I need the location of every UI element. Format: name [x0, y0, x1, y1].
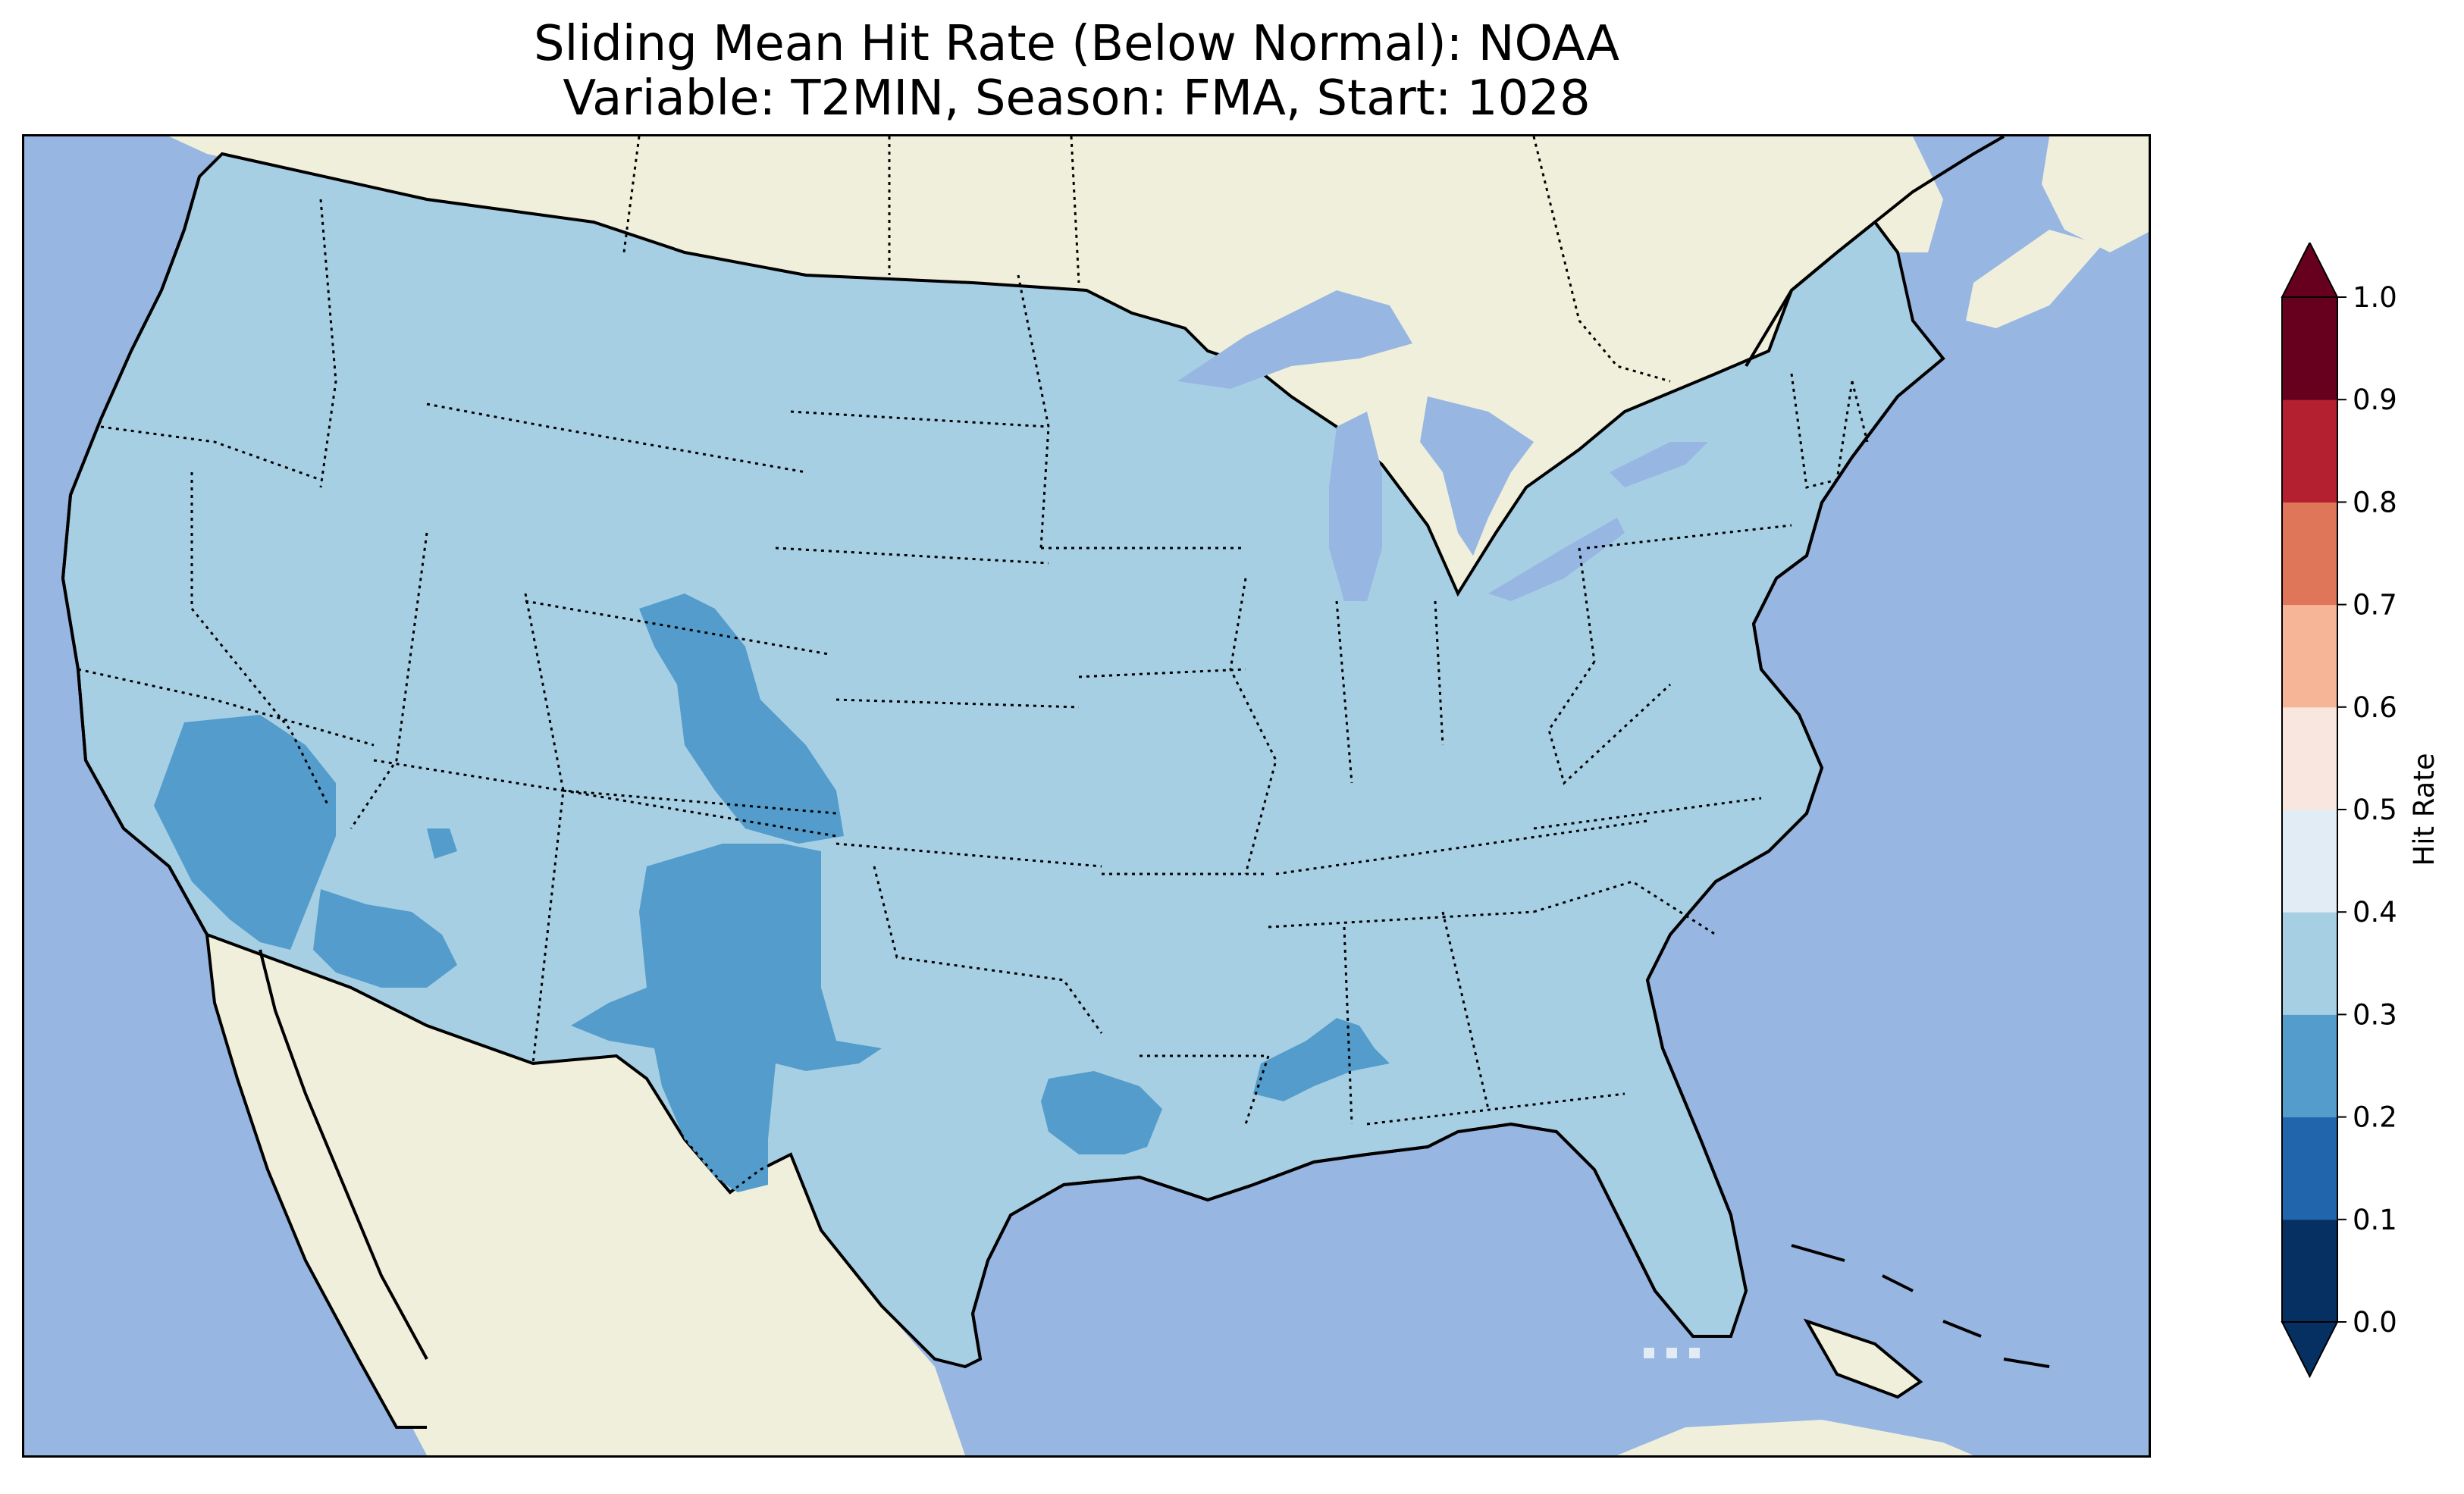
- colorbar-tick-label: 0.0: [2353, 1306, 2397, 1339]
- region-colorado: [639, 594, 844, 844]
- cell: [1689, 1348, 1700, 1358]
- colorbar-tick-label: 0.7: [2353, 589, 2397, 622]
- border-canada-provinces: [622, 136, 1671, 383]
- border-ca-nv: [190, 472, 330, 807]
- border-in-oh: [1434, 600, 1444, 746]
- border-ok-tx: [873, 866, 1103, 1034]
- colorbar-extend-min: [2281, 1321, 2339, 1379]
- south-land: [1617, 1420, 1973, 1455]
- border-mo-il: [1229, 578, 1277, 875]
- colorbar-bin: [2282, 912, 2337, 1015]
- border-wa-or: [100, 425, 321, 481]
- colorbar-bin: [2282, 706, 2337, 810]
- border-nc-sc: [1533, 880, 1716, 936]
- border-tn-ms-al: [1268, 910, 1535, 929]
- baja-california-land: [207, 935, 427, 1427]
- coast-gulf-of-california: [259, 949, 428, 1360]
- colorbar-ticks: 0.0 0.1 0.2 0.3 0.4 0.5 0.6 0.7 0.8 0.9 1.0: [2337, 281, 2397, 1339]
- cell: [1644, 1348, 1654, 1358]
- coast-st-lawrence: [1745, 136, 2005, 368]
- colorbar-tick-label: 0.6: [2353, 691, 2397, 724]
- border-mt-wy: [426, 402, 807, 474]
- chart-title-line-2: Variable: T2MIN, Season: FMA, Start: 102…: [563, 70, 1591, 127]
- border-ar-la: [1140, 1054, 1271, 1125]
- region-sw-arizona: [313, 889, 457, 988]
- colorbar-label: Hit Rate: [2408, 753, 2440, 866]
- colorbar: 0.0 0.1 0.2 0.3 0.4 0.5 0.6 0.7 0.8 0.9 1.0 Hit Ra…: [2281, 243, 2440, 1379]
- coast-gulf: [970, 1122, 1731, 1360]
- border-il-in: [1335, 600, 1353, 784]
- border-al-ga: [1441, 911, 1490, 1110]
- map-canvas: [24, 136, 2149, 1455]
- border-us-mexico: [206, 933, 936, 1361]
- colorbar-bin: [2282, 297, 2337, 400]
- low-hit-rate-regions: [154, 594, 1390, 1192]
- coast-west: [61, 176, 208, 935]
- border-id-mt: [319, 199, 337, 488]
- cell: [1666, 1348, 1677, 1358]
- lake-erie: [1488, 518, 1625, 601]
- border-nv-ut: [350, 532, 428, 829]
- colorbar-extend-max: [2281, 243, 2339, 298]
- border-va-nc: [1533, 797, 1762, 830]
- border-nd-mn: [1017, 274, 1050, 549]
- border-ms-al: [1343, 926, 1353, 1125]
- border-ky-tn: [1275, 819, 1648, 875]
- colorbar-bin: [2282, 502, 2337, 606]
- colorbar-tick-label: 0.5: [2353, 794, 2397, 826]
- maritimes-land: [2042, 136, 2149, 252]
- region-socal-nevada: [154, 715, 336, 950]
- colorbar-tick-label: 1.0: [2353, 281, 2397, 314]
- border-ga-fl: [1366, 1092, 1625, 1126]
- border-ia-mo: [1078, 668, 1246, 678]
- chart-title-line-1: Sliding Mean Hit Rate (Below Normal): NO…: [533, 16, 1620, 72]
- cuba-land: [1807, 1321, 1920, 1397]
- colorbar-bin: [2282, 399, 2337, 503]
- colorbar-bin: [2282, 1219, 2337, 1323]
- border-or-ca: [77, 668, 375, 747]
- lake-superior: [1177, 290, 1412, 389]
- colorbar-tick-label: 0.2: [2353, 1101, 2397, 1134]
- coast-baja: [205, 934, 427, 1429]
- map-panel: [22, 134, 2151, 1458]
- border-sd-ne: [775, 547, 1049, 565]
- colorbar-bins: [2282, 297, 2337, 1323]
- lake-ontario: [1610, 442, 1708, 487]
- nova-scotia-land: [1966, 230, 2102, 328]
- colorbar-tick-label: 0.4: [2353, 896, 2397, 929]
- higher-hit-rate-cells: [1644, 1348, 1700, 1358]
- region-arizona-spot: [427, 828, 457, 859]
- border-ne-ks: [835, 698, 1080, 709]
- coastlines: [61, 136, 2050, 1429]
- region-new-mexico: [571, 844, 882, 1192]
- region-east-texas: [1041, 1071, 1162, 1154]
- border-ks-ok: [835, 842, 1102, 868]
- border-nd-sd: [790, 410, 1049, 428]
- state-borders: [77, 136, 1869, 1361]
- border-ny-vt-nh: [1790, 373, 1854, 489]
- colorbar-bin: [2282, 810, 2337, 913]
- border-me-nh: [1851, 381, 1869, 443]
- coast-cuba: [1803, 1318, 1923, 1399]
- lake-michigan: [1329, 412, 1382, 601]
- colorbar-tick-label: 0.9: [2353, 384, 2397, 416]
- region-mississippi-alabama: [1253, 1018, 1390, 1101]
- colorbar-tick-label: 0.3: [2353, 998, 2397, 1031]
- border-co-nm: [563, 789, 837, 838]
- colorbar-tick-label: 0.8: [2353, 486, 2397, 518]
- colorbar-bin: [2282, 604, 2337, 708]
- colorbar-tick-label: 0.1: [2353, 1204, 2397, 1236]
- lake-huron: [1420, 396, 1534, 556]
- border-wy-co: [525, 600, 829, 656]
- coast-east: [1645, 357, 1945, 1292]
- coast-bahamas: [1791, 1244, 2050, 1368]
- colorbar-bin: [2282, 1014, 2337, 1118]
- colorbar-bin: [2282, 1117, 2337, 1220]
